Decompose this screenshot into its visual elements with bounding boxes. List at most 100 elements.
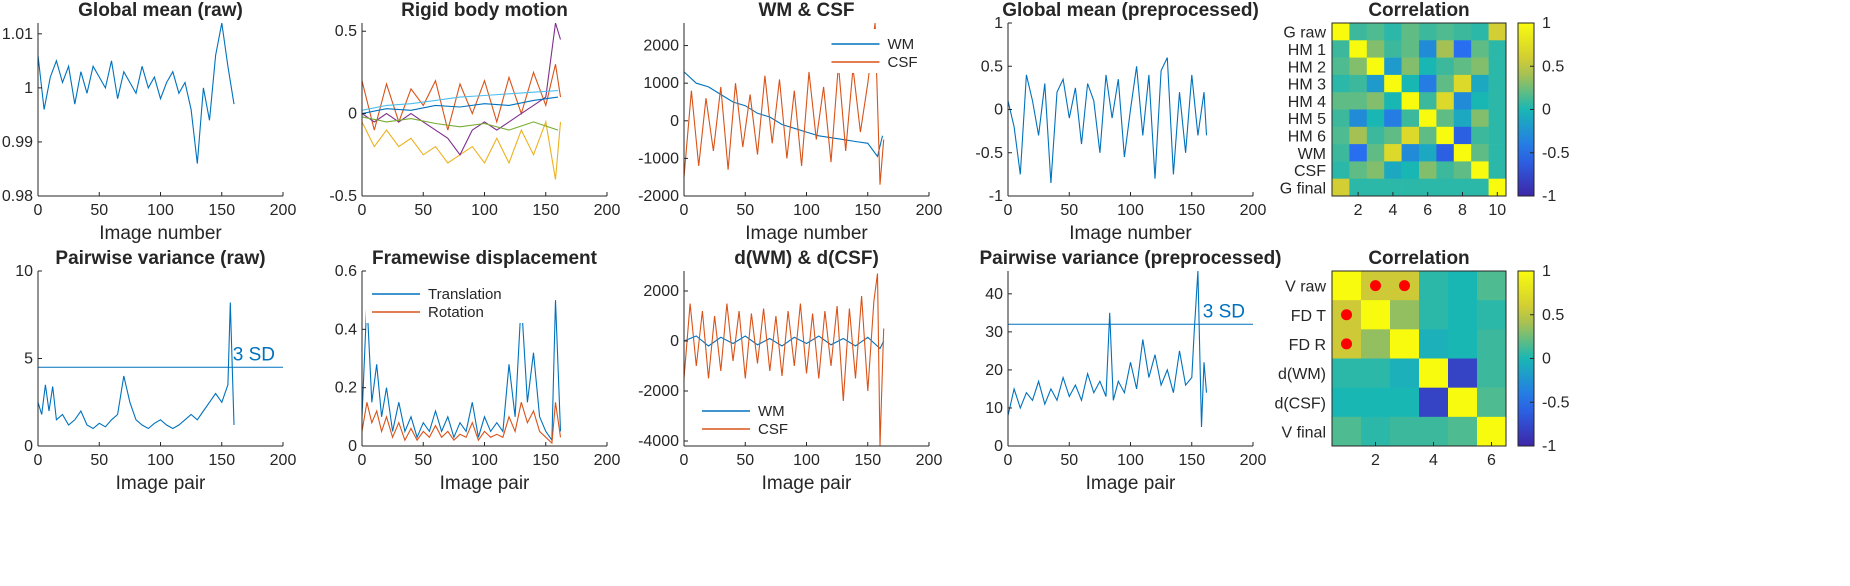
heatmap-cell	[1419, 23, 1437, 41]
x-tick-label: 0	[680, 452, 689, 469]
chart-title: WM & CSF	[758, 0, 854, 21]
x-axis-label: Image number	[745, 223, 868, 244]
heatmap-cell	[1471, 144, 1489, 162]
panel-pairwise-variance-raw: Pairwise variance (raw) 3 SD 0 50 100 150 200 0…	[15, 248, 296, 494]
heatmap-cell	[1436, 74, 1455, 93]
y-tick-label: 2000	[643, 283, 679, 300]
heatmap-cell	[1453, 109, 1472, 128]
legend-box	[825, 29, 923, 73]
series-line-wm	[684, 335, 885, 350]
x-axis-label: Image number	[99, 223, 222, 244]
heatmap-cell	[1349, 23, 1368, 41]
heatmap-cell	[1384, 23, 1402, 41]
threshold-label: 3 SD	[233, 344, 275, 365]
x-tick-label: 150	[532, 452, 559, 469]
heatmap-cell	[1384, 178, 1402, 197]
chart-title: Pairwise variance (preprocessed)	[979, 248, 1281, 269]
heatmap-cell	[1436, 126, 1455, 145]
heatmap-cell	[1349, 126, 1368, 145]
heatmap-cell	[1488, 178, 1507, 197]
heatmap-cell	[1349, 40, 1368, 58]
x-tick-label: 0	[680, 202, 689, 219]
heatmap-cell	[1366, 57, 1385, 76]
heatmap-cell	[1471, 57, 1489, 76]
heatmap-cell	[1366, 161, 1385, 179]
row-label: HM 4	[1288, 94, 1326, 111]
heatmap-cell	[1390, 358, 1420, 388]
x-tick-label: 50	[414, 452, 432, 469]
x-tick-label: 10	[1488, 202, 1506, 219]
heatmap-cell	[1390, 416, 1420, 447]
series-line-rotation	[362, 402, 562, 445]
heatmap-cell	[1332, 92, 1350, 110]
heatmap-cell	[1419, 358, 1449, 388]
y-tick-label: -2000	[638, 188, 679, 205]
heatmap-cell	[1349, 57, 1368, 76]
panel-framewise-displacement: Framewise displacement 0 50 100 150 200 0 0.2 0.…	[335, 248, 621, 494]
y-tick-label: -1	[989, 188, 1003, 205]
y-tick-label: 1	[994, 15, 1003, 32]
y-tick-label: -0.5	[975, 145, 1003, 162]
x-tick-label: 150	[532, 202, 559, 219]
chart-title: Correlation	[1368, 0, 1469, 21]
heatmap-cell	[1453, 74, 1472, 93]
heatmap-cell	[1436, 92, 1455, 110]
series-line-3	[362, 116, 559, 131]
x-tick-label: 2	[1371, 452, 1380, 469]
y-tick-label: 0	[24, 438, 33, 455]
row-label: HM 1	[1288, 42, 1326, 59]
heatmap-cell	[1332, 126, 1350, 145]
row-label: d(WM)	[1278, 366, 1326, 383]
heatmap-cell	[1401, 161, 1420, 179]
colorbar-tick-label: -0.5	[1542, 145, 1570, 162]
y-tick-label: -1000	[638, 150, 679, 167]
x-axis-label: Image number	[1069, 223, 1192, 244]
heatmap-cell	[1361, 300, 1391, 330]
y-tick-label: 1	[24, 80, 33, 97]
x-axis-label: Image pair	[1086, 473, 1176, 494]
x-tick-label: 200	[916, 452, 943, 469]
heatmap-cell	[1401, 144, 1420, 162]
threshold-label: 3 SD	[1203, 301, 1245, 322]
heatmap-cell	[1436, 161, 1455, 179]
heatmap-cell	[1349, 74, 1368, 93]
x-tick-label: 200	[594, 202, 621, 219]
x-tick-label: 8	[1458, 202, 1467, 219]
heatmap-cell	[1453, 144, 1472, 162]
y-tick-label: 0	[348, 438, 357, 455]
heatmap-cell	[1332, 161, 1350, 179]
x-tick-label: 6	[1423, 202, 1432, 219]
y-tick-label: 1.01	[2, 26, 33, 43]
heatmap-cell	[1488, 57, 1507, 76]
heatmap-cell	[1488, 40, 1507, 58]
heatmap-cell	[1361, 358, 1391, 388]
panel-pairwise-variance-preprocessed: Pairwise variance (preprocessed) 3 SD 0 50 1…	[979, 248, 1281, 494]
heatmap-cell	[1436, 57, 1455, 76]
panel-wm-csf: WM & CSF 0 50 100 150 200 -2000 -1000 0 1000 2000 I…	[638, 0, 942, 244]
series-line-translation	[362, 300, 562, 442]
heatmap-cell	[1366, 23, 1385, 41]
heatmap-cell	[1349, 144, 1368, 162]
x-axis-label: Image pair	[116, 473, 206, 494]
chart-title: Global mean (preprocessed)	[1002, 0, 1259, 21]
row-label: V raw	[1285, 279, 1326, 296]
x-axis-label: Image pair	[762, 473, 852, 494]
heatmap-cell	[1477, 271, 1507, 301]
y-tick-label: 30	[985, 324, 1003, 341]
heatmap-cell	[1349, 178, 1368, 197]
heatmap-cell	[1488, 126, 1507, 145]
series-line-csf	[684, 23, 885, 185]
heatmap-cell	[1419, 178, 1437, 197]
x-tick-label: 200	[594, 452, 621, 469]
heatmap-cell	[1349, 161, 1368, 179]
x-tick-label: 150	[1178, 202, 1205, 219]
heatmap-cell	[1453, 126, 1472, 145]
x-tick-label: 100	[147, 452, 174, 469]
heatmap-cell	[1471, 161, 1489, 179]
x-tick-label: 50	[1060, 202, 1078, 219]
significance-marker	[1399, 280, 1410, 292]
row-label: HM 6	[1288, 128, 1326, 145]
heatmap-cell	[1332, 144, 1350, 162]
x-tick-label: 100	[1117, 202, 1144, 219]
